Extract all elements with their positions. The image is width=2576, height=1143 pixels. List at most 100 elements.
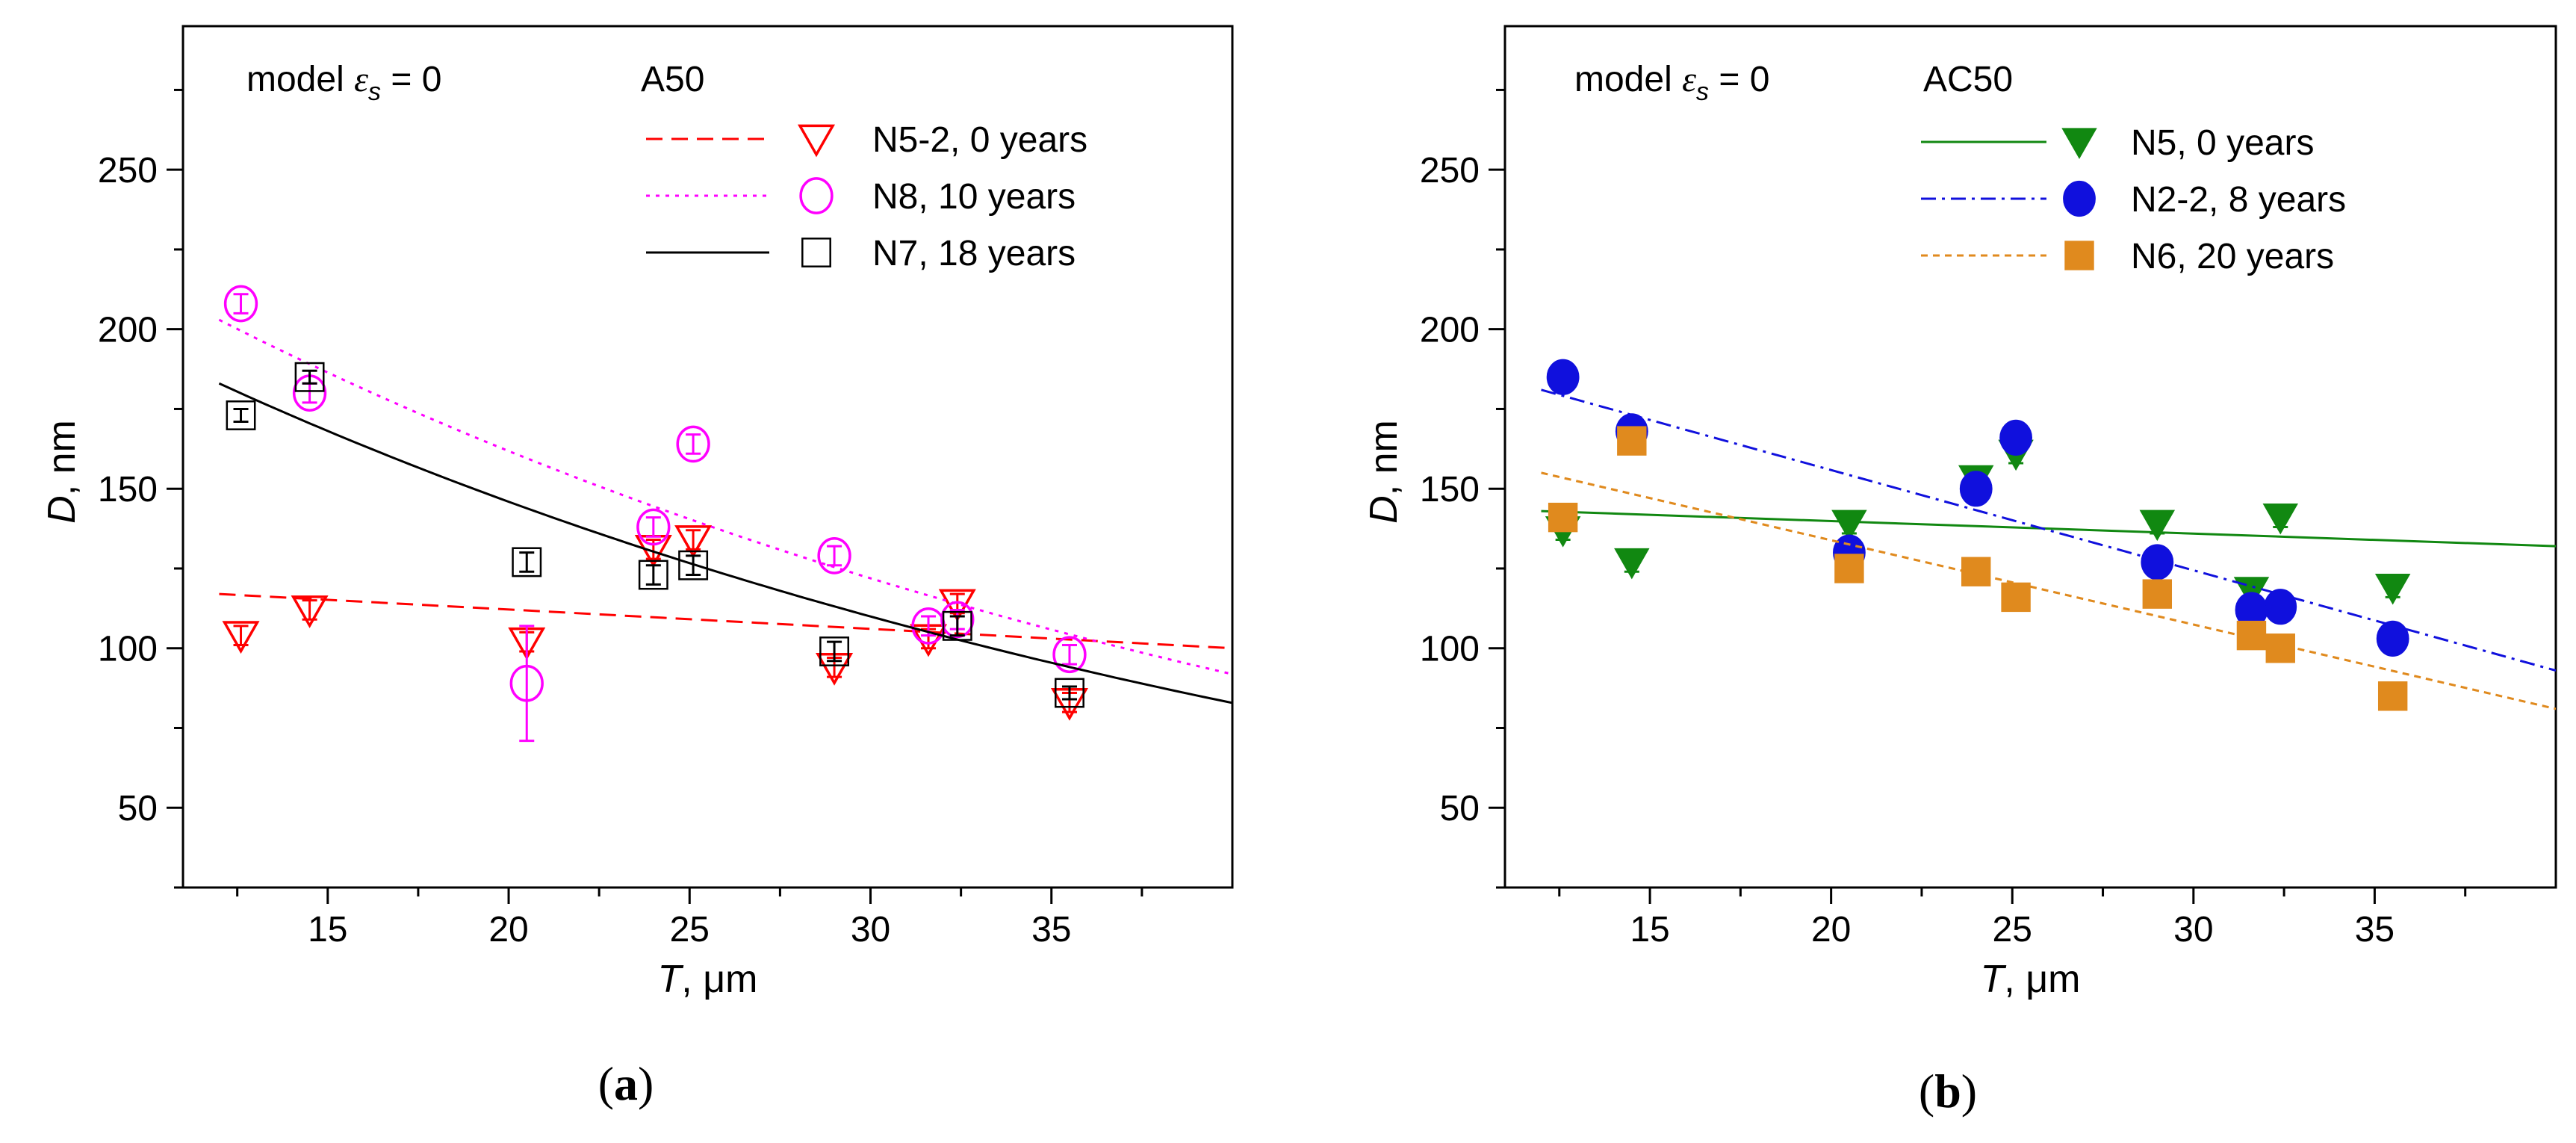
data-point	[223, 285, 258, 323]
panel-open-paren: (	[598, 1057, 614, 1110]
data-point	[2374, 573, 2411, 605]
model-prefix: model	[246, 60, 354, 99]
data-point	[512, 547, 542, 577]
data-point	[1614, 548, 1650, 580]
y-axis-title: D, nm	[1362, 420, 1406, 524]
epsilon-symbol: ε	[1682, 60, 1696, 99]
y-tick-label: 100	[1420, 630, 1480, 669]
plot-frame	[181, 25, 1234, 889]
chart-panel-a: 15 20 25 30 35 50 100 150 200 250 T, μm D, nm model …	[40, 25, 1234, 1001]
data-point	[222, 621, 260, 654]
data-point	[2377, 681, 2408, 711]
x-axis-var: T	[1981, 958, 2007, 1001]
x-tick-label: 25	[670, 910, 710, 950]
y-axis-unit: , nm	[1362, 420, 1406, 495]
data-point	[226, 400, 256, 430]
data-point	[2139, 509, 2176, 542]
y-axis-var: D	[1362, 495, 1406, 524]
series-0	[219, 525, 1232, 721]
epsilon-symbol: ε	[354, 60, 368, 99]
data-point	[674, 525, 713, 558]
data-point	[678, 550, 709, 580]
model-suffix: = 0	[381, 60, 441, 99]
plot-frame	[1503, 25, 2557, 889]
fit-line-2	[1541, 471, 2556, 710]
legend-label: N8, 10 years	[872, 177, 1076, 217]
y-tick-label: 250	[1420, 151, 1480, 190]
data-point	[291, 595, 329, 628]
panel-label: (a)	[598, 1057, 654, 1110]
panel-close-paren: )	[638, 1057, 654, 1110]
y-tick-label: 200	[1420, 311, 1480, 350]
data-point	[1999, 419, 2032, 456]
x-axis-unit: , μm	[681, 958, 757, 1001]
legend-marker	[2063, 180, 2096, 217]
y-tick-label: 50	[1440, 789, 1480, 828]
plot-area	[218, 285, 1232, 743]
plot-area	[1541, 359, 2556, 711]
data-point	[819, 636, 850, 666]
x-tick-label: 15	[308, 910, 347, 950]
legend-label: N5, 0 years	[2131, 123, 2314, 163]
data-point	[1834, 554, 1864, 583]
panel-letter: a	[614, 1057, 638, 1110]
data-point	[1831, 509, 1867, 542]
series-2	[1541, 426, 2556, 711]
y-axis-var: D	[40, 495, 84, 524]
legend-marker	[801, 238, 831, 267]
legend-marker	[2064, 241, 2094, 270]
legend-label: N5-2, 0 years	[872, 120, 1087, 160]
fit-line-2	[218, 382, 1232, 704]
data-point	[636, 508, 671, 546]
y-axis-title: D, nm	[40, 420, 84, 524]
data-point	[817, 537, 851, 574]
x-tick-label: 30	[2173, 910, 2213, 950]
x-tick-label: 35	[1031, 910, 1071, 950]
data-point	[1055, 678, 1084, 708]
panel-close-paren: )	[1961, 1065, 1977, 1118]
data-point	[2001, 582, 2031, 613]
x-tick-label: 20	[1811, 910, 1851, 950]
series-1	[1541, 359, 2556, 672]
data-point	[2376, 620, 2409, 657]
y-tick-label: 150	[98, 470, 158, 509]
legend-title: AC50	[1923, 60, 2013, 99]
model-suffix: = 0	[1709, 60, 1769, 99]
fit-line-0	[219, 592, 1232, 650]
legend-marker	[799, 177, 834, 214]
y-tick-label: 50	[118, 789, 158, 828]
data-point	[2141, 544, 2174, 580]
panel-open-paren: (	[1919, 1065, 1934, 1118]
x-axis-var: T	[658, 958, 684, 1001]
y-tick-label: 250	[98, 151, 158, 190]
x-tick-label: 35	[2355, 910, 2395, 950]
epsilon-subscript: s	[368, 78, 381, 106]
legend-label: N7, 18 years	[872, 234, 1076, 273]
epsilon-subscript: s	[1696, 78, 1709, 106]
data-point	[1617, 426, 1647, 456]
data-point	[1052, 636, 1087, 674]
x-axis-title: T, μm	[1981, 958, 2081, 1001]
x-tick-label: 30	[851, 910, 890, 950]
y-tick-label: 150	[1420, 470, 1480, 509]
data-point	[2264, 589, 2297, 625]
legend-label: N6, 20 years	[2131, 237, 2334, 276]
x-tick-label: 15	[1630, 910, 1669, 950]
data-point	[638, 560, 668, 590]
data-point	[509, 664, 544, 702]
legend-label: N2-2, 8 years	[2131, 180, 2346, 220]
fit-line-1	[218, 318, 1232, 675]
data-point	[676, 425, 710, 463]
fit-line-0	[1541, 509, 2556, 548]
data-point	[940, 601, 975, 639]
x-tick-label: 20	[488, 910, 528, 950]
model-annotation: model εs = 0	[1574, 60, 1769, 106]
x-axis-unit: , μm	[2004, 958, 2080, 1001]
data-point	[2262, 504, 2298, 535]
data-point	[1959, 471, 1993, 507]
y-axis-unit: , nm	[40, 420, 84, 495]
x-axis-title: T, μm	[658, 958, 758, 1001]
y-tick-label: 200	[98, 311, 158, 350]
model-annotation: model εs = 0	[246, 60, 441, 106]
